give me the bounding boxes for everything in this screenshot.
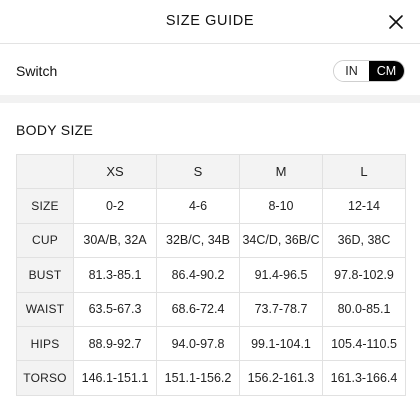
table-cell: 34C/D, 36B/C [239,222,323,259]
size-table: XS S M L SIZE 0-2 4-6 8-10 12-14 CUP 30A… [16,153,406,396]
unit-toggle[interactable]: IN CM [333,60,405,82]
table-cell: 30A/B, 32A [73,222,157,259]
unit-switch-row: Switch [0,45,420,95]
table-row: HIPS 88.9-92.7 94.0-97.8 99.1-104.1 105.… [16,325,406,362]
table-cell: 156.2-161.3 [239,360,323,396]
table-cell: 68.6-72.4 [156,291,240,327]
table-cell: 86.4-90.2 [156,257,240,293]
body-size-title: BODY SIZE [16,122,94,138]
row-label: BUST [16,257,74,293]
table-header-row: XS S M L [16,153,406,190]
section-divider [0,95,420,103]
column-header-s: S [156,153,240,190]
table-cell: 63.5-67.3 [73,291,157,327]
row-label: CUP [16,222,74,259]
table-cell: 36D, 38C [322,222,406,259]
table-cell: 73.7-78.7 [239,291,323,327]
close-icon[interactable] [386,12,406,32]
table-cell: 105.4-110.5 [322,325,406,362]
row-label: WAIST [16,291,74,327]
table-cell: 91.4-96.5 [239,257,323,293]
table-cell: 161.3-166.4 [322,360,406,396]
table-row: BUST 81.3-85.1 86.4-90.2 91.4-96.5 97.8-… [16,257,406,293]
table-corner [16,153,74,190]
table-cell: 32B/C, 34B [156,222,240,259]
table-cell: 8-10 [239,188,323,224]
table-cell: 94.0-97.8 [156,325,240,362]
table-cell: 12-14 [322,188,406,224]
table-cell: 97.8-102.9 [322,257,406,293]
table-row: WAIST 63.5-67.3 68.6-72.4 73.7-78.7 80.0… [16,291,406,327]
table-row: TORSO 146.1-151.1 151.1-156.2 156.2-161.… [16,360,406,396]
switch-label: Switch [16,63,58,79]
column-header-m: M [239,153,323,190]
row-label: HIPS [16,325,74,362]
unit-option-cm[interactable]: CM [369,61,404,81]
column-header-l: L [322,153,406,190]
page-title: SIZE GUIDE [165,13,255,29]
table-cell: 99.1-104.1 [239,325,323,362]
table-row: SIZE 0-2 4-6 8-10 12-14 [16,188,406,224]
table-cell: 151.1-156.2 [156,360,240,396]
table-cell: 88.9-92.7 [73,325,157,362]
unit-option-in[interactable]: IN [334,61,369,81]
table-cell: 4-6 [156,188,240,224]
table-row: CUP 30A/B, 32A 32B/C, 34B 34C/D, 36B/C 3… [16,222,406,259]
table-cell: 146.1-151.1 [73,360,157,396]
header: SIZE GUIDE [0,0,420,44]
column-header-xs: XS [73,153,157,190]
row-label: TORSO [16,360,74,396]
table-cell: 80.0-85.1 [322,291,406,327]
table-cell: 0-2 [73,188,157,224]
table-cell: 81.3-85.1 [73,257,157,293]
row-label: SIZE [16,188,74,224]
